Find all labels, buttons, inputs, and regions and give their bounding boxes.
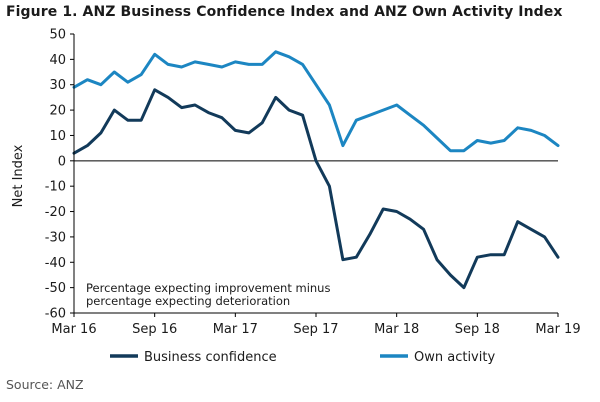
y-tick-label: -20 (45, 205, 66, 220)
legend: Business confidence Own activity (110, 350, 495, 365)
source-note: Source: ANZ (6, 377, 84, 392)
legend-label-own-activity: Own activity (414, 350, 495, 365)
annotation-note: Percentage expecting improvement minuspe… (86, 281, 330, 308)
annotation-line: percentage expecting deterioration (86, 294, 290, 308)
y-tick-label: 10 (49, 129, 66, 144)
x-tick-label: Mar 17 (213, 322, 258, 337)
y-tick-label: -10 (45, 180, 66, 195)
annotation-line: Percentage expecting improvement minus (86, 281, 330, 295)
y-tick-label: -50 (45, 281, 66, 296)
x-tick-label: Sep 17 (293, 322, 338, 337)
series-line-own-activity (72, 50, 560, 153)
series-layer (72, 50, 560, 290)
y-tick-label: 30 (49, 78, 66, 93)
y-axis: 50 40 30 20 10 0 -10 -20 -30 -40 -50 -60 (45, 28, 75, 322)
y-tick-label: 20 (49, 104, 66, 119)
y-tick-label: 0 (58, 154, 66, 169)
legend-label-business-confidence: Business confidence (144, 350, 277, 365)
chart-title: Figure 1. ANZ Business Confidence Index … (6, 4, 563, 20)
x-tick-label: Mar 18 (374, 322, 419, 337)
y-tick-label: -60 (45, 307, 66, 322)
y-tick-label: -40 (45, 256, 66, 271)
x-axis: Mar 16 Sep 16 Mar 17 Sep 17 Mar 18 Sep 18 Mar … (51, 312, 581, 337)
x-tick-label: Mar 19 (535, 322, 580, 337)
x-tick-label: Sep 18 (455, 322, 500, 337)
x-tick-label: Sep 16 (132, 322, 177, 337)
y-tick-label: 40 (49, 53, 66, 68)
x-tick-label: Mar 16 (51, 322, 96, 337)
y-axis-title: Net Index (11, 144, 26, 207)
y-tick-label: 50 (49, 28, 66, 43)
y-tick-label: -30 (45, 230, 66, 245)
series-line-business-confidence (72, 88, 560, 290)
